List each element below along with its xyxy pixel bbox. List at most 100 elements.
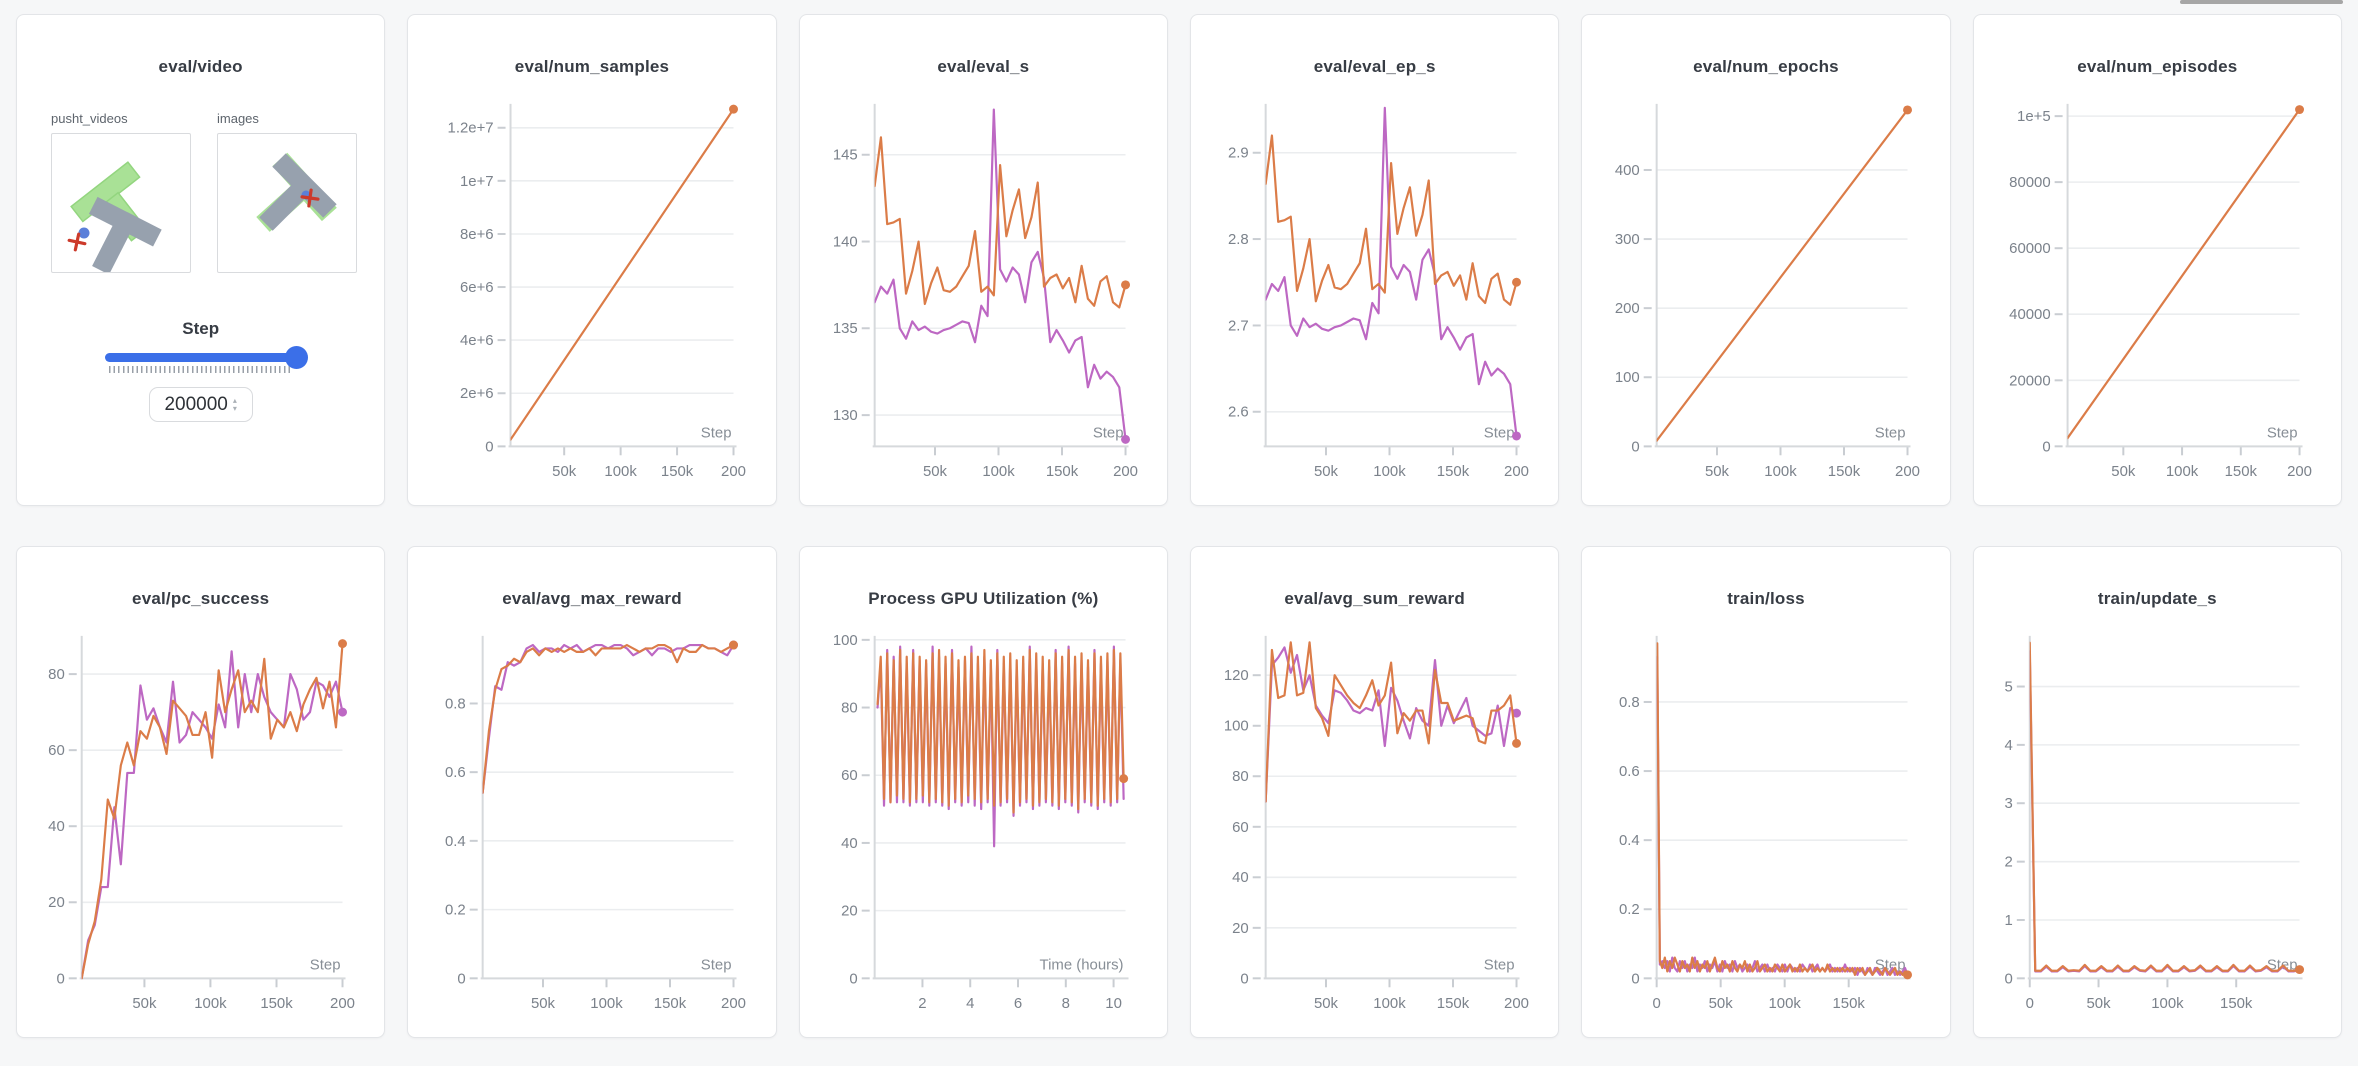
svg-text:200: 200: [330, 995, 355, 1012]
svg-text:0.6: 0.6: [445, 764, 466, 781]
svg-text:20000: 20000: [2009, 372, 2050, 389]
svg-text:80: 80: [1232, 768, 1249, 785]
line-chart-eval-avg-max-reward[interactable]: 0 0.2 0.4 0.6 0.8 50k 100k 150k 200 Step: [408, 619, 775, 1038]
svg-text:2e+6: 2e+6: [460, 385, 494, 402]
step-slider-thumb[interactable]: [284, 346, 308, 369]
svg-text:150k: 150k: [260, 995, 293, 1012]
chart-panel-process-gpu-utilization: Process GPU Utilization (%) 0 20 40 60 80 100…: [798, 546, 1168, 1038]
image-thumb-block: images: [217, 111, 357, 273]
svg-text:50k: 50k: [1314, 995, 1339, 1012]
svg-text:150k: 150k: [661, 463, 694, 480]
svg-text:200: 200: [1113, 463, 1138, 480]
video-thumb-label: pusht_videos: [51, 111, 128, 126]
svg-text:4e+6: 4e+6: [460, 332, 494, 349]
pusht-agent-dot: [78, 227, 90, 239]
step-slider[interactable]: [104, 346, 308, 369]
svg-text:20: 20: [48, 894, 65, 911]
svg-text:6: 6: [1014, 995, 1022, 1012]
horizontal-scrollbar-thumb[interactable]: [2180, 0, 2343, 4]
svg-text:100k: 100k: [2151, 995, 2184, 1012]
line-chart-eval-eval-ep-s[interactable]: 2.6 2.7 2.8 2.9 50k 100k 150k 200 Step: [1191, 87, 1558, 506]
chart-panel-eval-pc-success: eval/pc_success 0 20 40 60 80 50k 100k 150k 200 S…: [16, 546, 386, 1038]
svg-text:200: 200: [1895, 463, 1920, 480]
svg-text:60000: 60000: [2009, 240, 2050, 257]
svg-text:135: 135: [832, 320, 857, 337]
chart-panel-train-loss: train/loss 0 0.2 0.4 0.6 0.8 0 50k 100k 150k Step: [1581, 546, 1951, 1038]
svg-text:10: 10: [1105, 995, 1122, 1012]
svg-text:100k: 100k: [591, 995, 624, 1012]
chart-title: train/update_s: [2097, 589, 2217, 608]
svg-text:150k: 150k: [1833, 995, 1866, 1012]
step-slider-track[interactable]: [104, 353, 297, 362]
svg-text:Step: Step: [1484, 956, 1515, 973]
chart-panel-eval-avg-max-reward: eval/avg_max_reward 0 0.2 0.4 0.6 0.8 50k 100k…: [407, 546, 777, 1038]
svg-text:100k: 100k: [1765, 463, 1798, 480]
svg-text:80: 80: [841, 700, 858, 717]
line-chart-eval-num-episodes[interactable]: 0 20000 40000 60000 80000 1e+5 50k 100k 150k 200 S…: [1974, 87, 2341, 506]
chart-panel-eval-avg-sum-reward: eval/avg_sum_reward 0 20 40 60 80 100 120 50k 10…: [1190, 546, 1560, 1038]
line-chart-eval-avg-sum-reward[interactable]: 0 20 40 60 80 100 120 50k 100k 150k 200 Step: [1191, 619, 1558, 1038]
svg-text:Step: Step: [701, 956, 732, 973]
step-value-input[interactable]: 200000 ▴ ▾: [148, 387, 253, 422]
svg-text:Step: Step: [1875, 956, 1906, 973]
step-up-icon[interactable]: ▴: [232, 395, 237, 405]
svg-text:8e+6: 8e+6: [460, 226, 494, 243]
images-frame: [256, 152, 337, 232]
svg-text:60: 60: [1232, 819, 1249, 836]
svg-text:200: 200: [2287, 463, 2312, 480]
svg-text:2: 2: [918, 995, 926, 1012]
step-stepper[interactable]: ▴ ▾: [233, 397, 237, 412]
pusht-video-thumbnail[interactable]: [51, 133, 191, 275]
svg-text:140: 140: [832, 234, 857, 251]
svg-text:150k: 150k: [1828, 463, 1861, 480]
svg-text:0: 0: [486, 438, 494, 455]
svg-text:100k: 100k: [1373, 463, 1406, 480]
svg-text:0: 0: [2025, 995, 2033, 1012]
chart-panel-eval-eval-s: eval/eval_s 130 135 140 145 50k 100k 150k 200 St…: [798, 14, 1168, 506]
line-chart-eval-num-epochs[interactable]: 0 100 200 300 400 50k 100k 150k 200 Step: [1582, 87, 1949, 506]
line-chart-process-gpu-utilization[interactable]: 0 20 40 60 80 100 2 4 6 8 10 Time (hours): [800, 619, 1167, 1038]
svg-text:100: 100: [832, 632, 857, 649]
svg-text:5: 5: [2004, 679, 2012, 696]
images-thumbnail[interactable]: [217, 133, 357, 273]
svg-text:Time (hours): Time (hours): [1039, 956, 1123, 973]
svg-text:0: 0: [1632, 438, 1640, 455]
line-chart-train-loss[interactable]: 0 0.2 0.4 0.6 0.8 0 50k 100k 150k Step: [1582, 619, 1949, 1038]
svg-text:1e+7: 1e+7: [460, 173, 494, 190]
svg-text:0.8: 0.8: [445, 695, 466, 712]
svg-text:145: 145: [832, 147, 857, 164]
svg-text:4: 4: [2004, 737, 2012, 754]
svg-text:50k: 50k: [132, 995, 157, 1012]
svg-text:0: 0: [2042, 438, 2050, 455]
svg-text:100k: 100k: [605, 463, 638, 480]
svg-text:50k: 50k: [531, 995, 556, 1012]
svg-text:150k: 150k: [2220, 995, 2253, 1012]
svg-text:80000: 80000: [2009, 174, 2050, 191]
svg-text:100k: 100k: [982, 463, 1015, 480]
pusht-video-frame: [67, 161, 162, 275]
svg-text:20: 20: [1232, 920, 1249, 937]
image-thumb-label: images: [217, 111, 259, 126]
line-chart-eval-eval-s[interactable]: 130 135 140 145 50k 100k 150k 200 Step: [800, 87, 1167, 506]
chart-title: eval/eval_ep_s: [1313, 57, 1436, 76]
line-chart-eval-pc-success[interactable]: 0 20 40 60 80 50k 100k 150k 200 Step: [17, 619, 384, 1038]
svg-text:8: 8: [1061, 995, 1069, 1012]
svg-text:50k: 50k: [923, 463, 948, 480]
target-cross: [300, 188, 320, 208]
svg-text:0.8: 0.8: [1619, 694, 1640, 711]
svg-text:0.4: 0.4: [1619, 832, 1640, 849]
svg-text:0: 0: [56, 970, 64, 987]
line-chart-eval-num-samples[interactable]: 0 2e+6 4e+6 6e+6 8e+6 1e+7 1.2e+7 50k 100k 150k 20…: [408, 87, 775, 506]
svg-text:0: 0: [849, 970, 857, 987]
step-down-icon[interactable]: ▾: [232, 403, 237, 413]
svg-text:0.2: 0.2: [445, 902, 466, 919]
media-panel-eval-video: eval/video pusht_videos: [16, 14, 386, 506]
chart-panel-eval-eval-ep-s: eval/eval_ep_s 2.6 2.7 2.8 2.9 50k 100k 150k 20…: [1190, 14, 1560, 506]
svg-text:20: 20: [841, 903, 858, 920]
svg-text:0.4: 0.4: [445, 833, 466, 850]
chart-title: eval/eval_s: [937, 57, 1030, 76]
svg-text:6e+6: 6e+6: [460, 279, 494, 296]
chart-title: eval/avg_sum_reward: [1284, 589, 1465, 608]
